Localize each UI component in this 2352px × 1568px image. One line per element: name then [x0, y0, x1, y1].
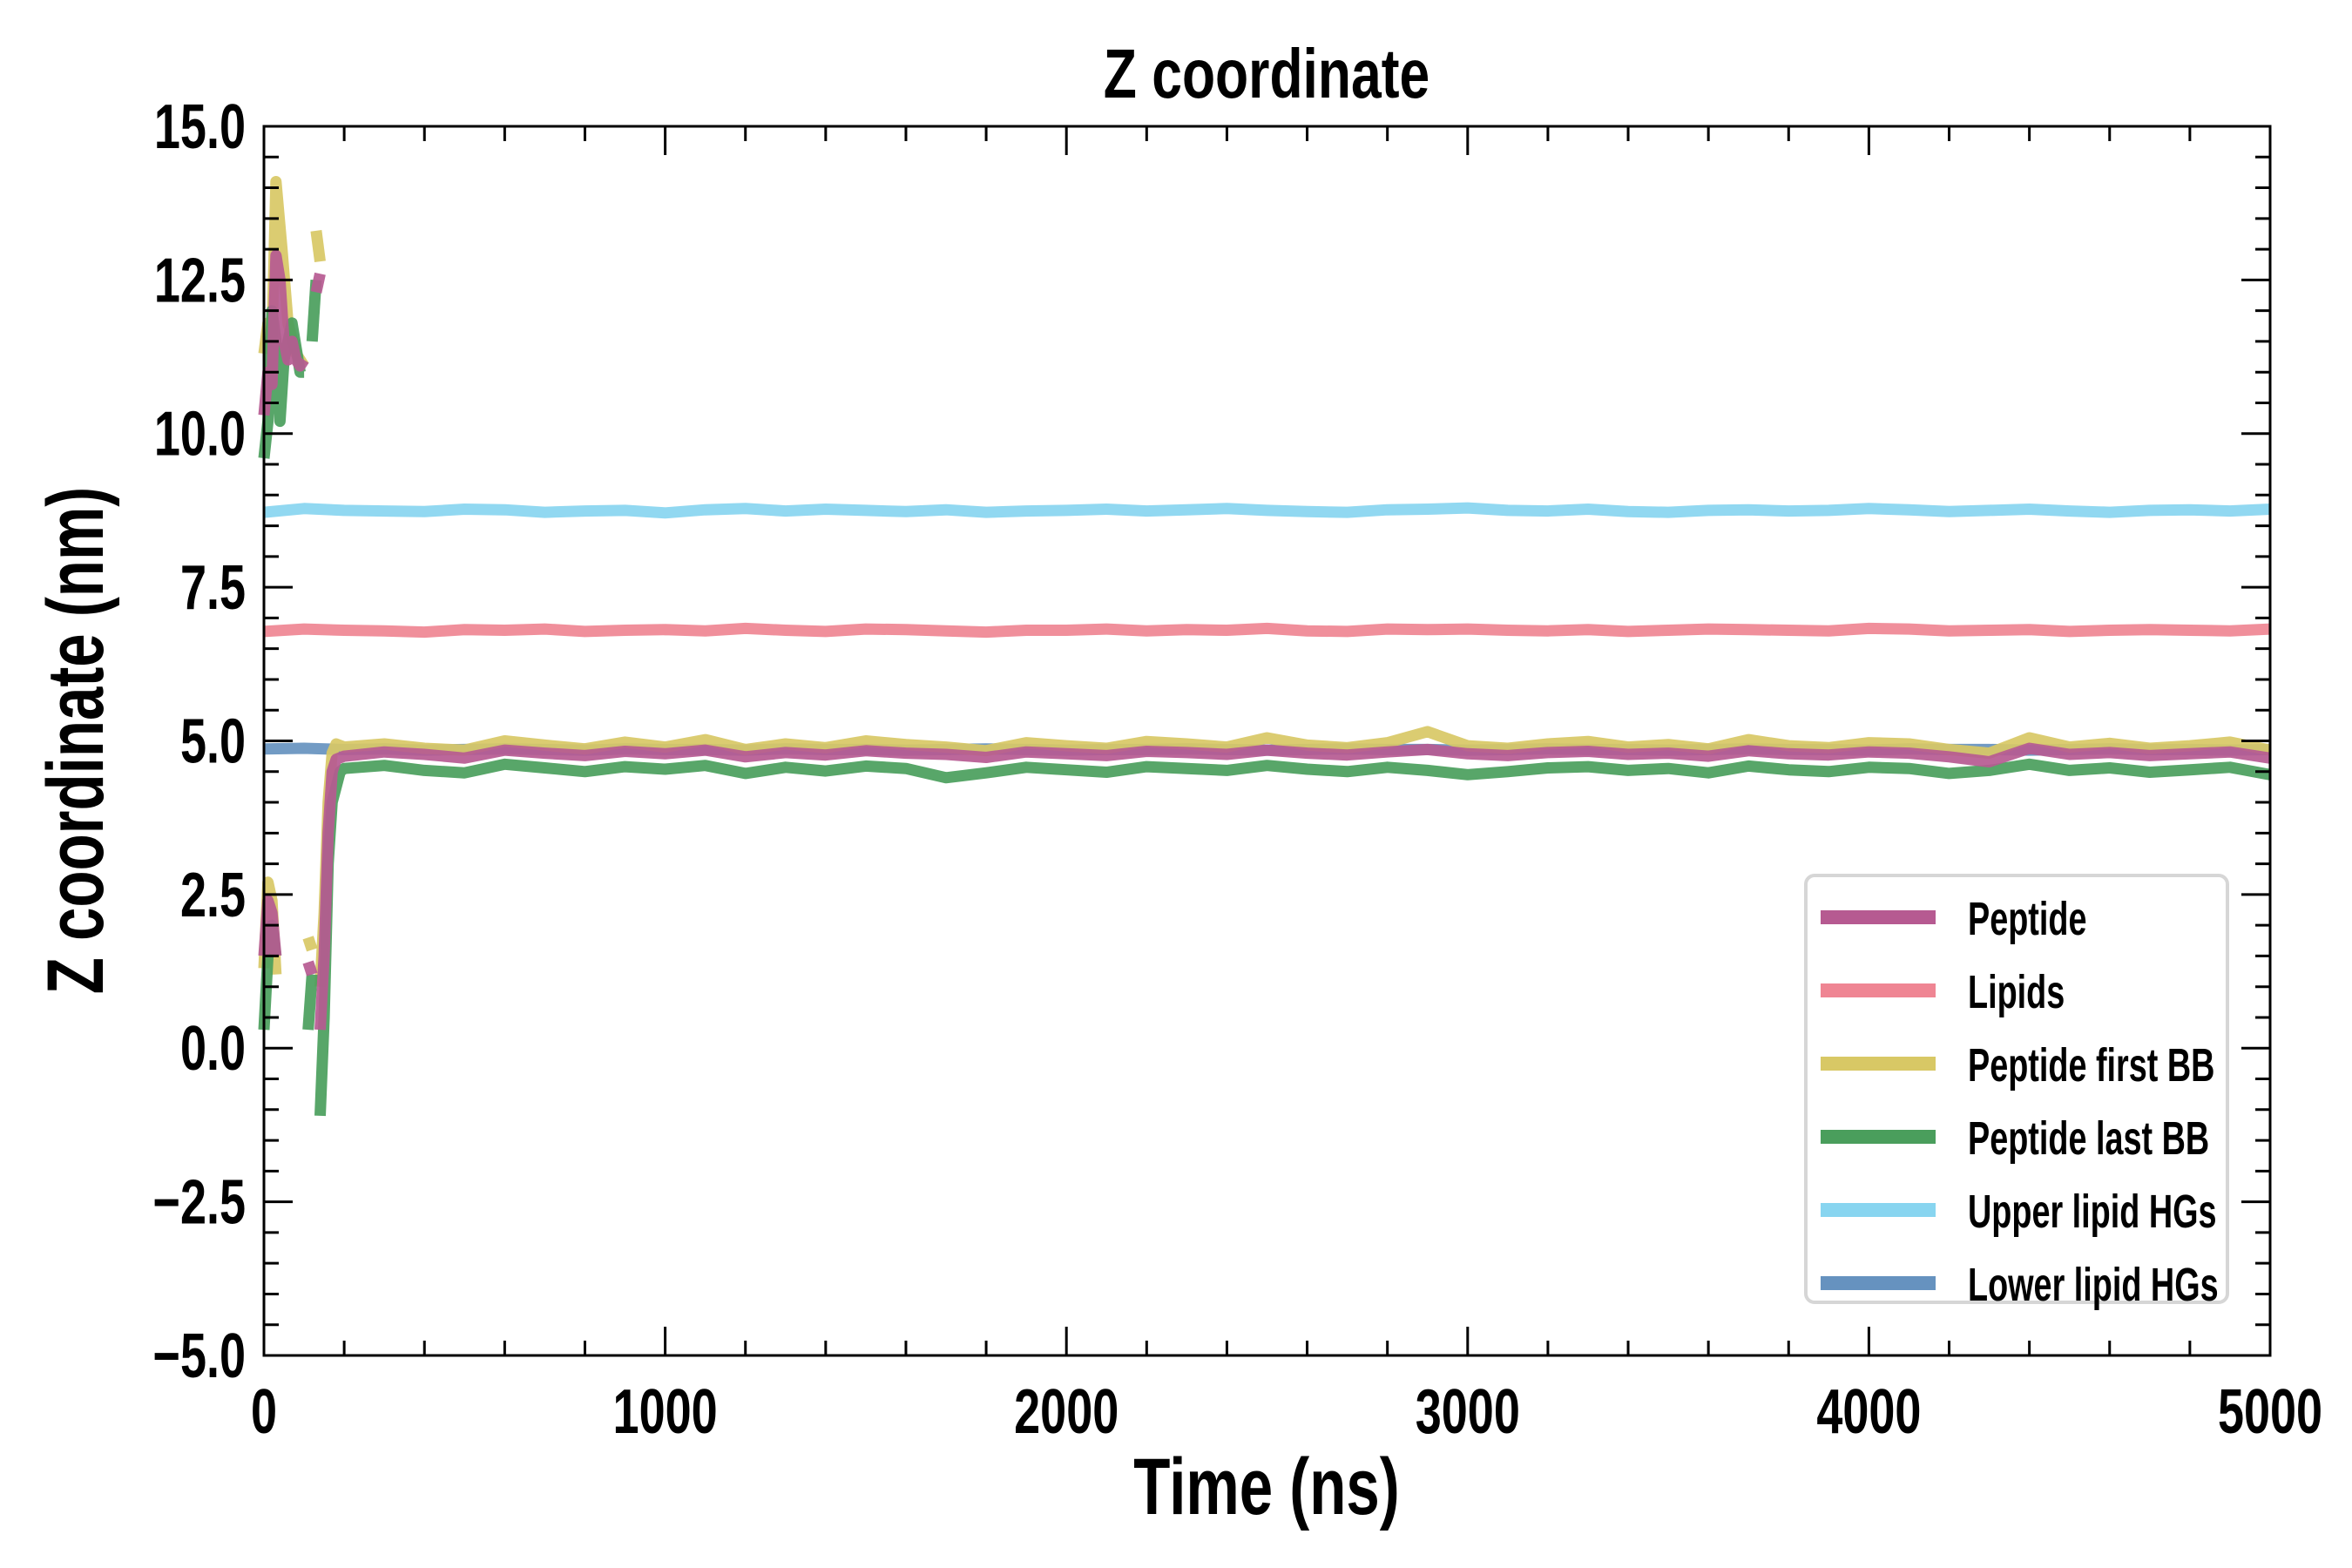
legend-label: Peptide last BB [1968, 1112, 2209, 1164]
x-tick-label: 1000 [613, 1377, 718, 1447]
x-tick-label: 2000 [1014, 1377, 1119, 1447]
series-line-upper-lipid-hgs [263, 502, 2271, 519]
y-tick-label: 7.5 [180, 553, 246, 623]
y-tick-label: −2.5 [152, 1167, 246, 1237]
legend-label: Lipids [1968, 965, 2065, 1017]
x-axis-label: Time (ns) [1133, 1442, 1399, 1531]
series-line-peptide-last-bb [302, 974, 318, 1031]
legend-item: Lipids [1821, 965, 2065, 1018]
legend-swatch [1821, 983, 1936, 997]
y-tick-label: 0.0 [180, 1014, 246, 1084]
y-tick-label: −5.0 [152, 1321, 246, 1391]
series-line-peptide [314, 742, 2271, 1031]
legend-label: Upper lipid HGs [1968, 1185, 2217, 1237]
x-tick-label: 0 [251, 1377, 277, 1447]
legend-label: Lower lipid HGs [1968, 1258, 2219, 1310]
series-line-peptide-first-bb [314, 726, 2272, 988]
legend-swatch [1821, 1203, 1936, 1217]
series-line-peptide [310, 272, 326, 294]
y-tick-label: 12.5 [154, 246, 246, 315]
y-tick-label: 10.0 [154, 399, 246, 469]
legend-swatch [1821, 1130, 1936, 1144]
x-tick-label: 4000 [1816, 1377, 1921, 1447]
series-line-peptide [258, 249, 309, 416]
legend-label: Peptide first BB [1968, 1038, 2214, 1091]
legend-item: Lower lipid HGs [1821, 1258, 2219, 1311]
y-tick-label: 2.5 [180, 860, 246, 929]
axis-tick-labels: 0 1000 2000 3000 4000 5000 −5.0 −2.5 0.0 2.5 5.0 7.… [152, 92, 2322, 1447]
series-line-peptide-last-bb [314, 758, 2272, 1117]
legend-item: Upper lipid HGs [1821, 1185, 2217, 1238]
legend-swatch [1821, 1276, 1936, 1290]
series-line-peptide [302, 960, 318, 977]
series-line-peptide [258, 895, 282, 957]
y-axis-label: Z coordinate (nm) [30, 487, 120, 995]
legend: Peptide Lipids Peptide first BB Peptide las… [1804, 874, 2229, 1311]
legend-item: Peptide [1821, 892, 2086, 945]
legend-box [1804, 874, 2229, 1304]
legend-item: Peptide last BB [1821, 1112, 2209, 1165]
legend-label: Peptide [1968, 892, 2086, 944]
x-tick-label: 3000 [1416, 1377, 1520, 1447]
y-tick-label: 15.0 [154, 92, 246, 162]
legend-swatch [1821, 910, 1936, 924]
legend-swatch [1821, 1057, 1936, 1071]
x-tick-label: 5000 [2218, 1377, 2322, 1447]
series-line-lipids [263, 622, 2271, 639]
series-line-peptide-first-bb [310, 230, 326, 263]
y-tick-label: 5.0 [180, 706, 246, 776]
series-line-peptide-first-bb [302, 936, 318, 952]
chart-title: Z coordinate [1104, 36, 1429, 113]
legend-item: Peptide first BB [1821, 1038, 2214, 1092]
axis-ticks [262, 125, 2272, 1357]
